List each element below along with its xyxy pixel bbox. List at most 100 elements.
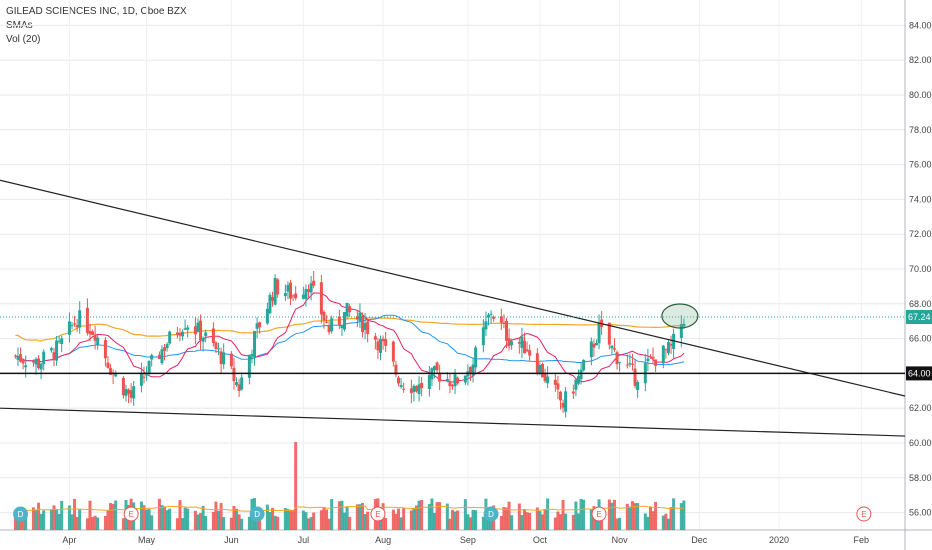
earnings-event-badge[interactable]: E [370,506,386,522]
candles [13,271,686,418]
volume-bar [576,513,580,530]
candle-body [345,302,349,317]
candle-body [150,355,154,360]
price-tick-label: 68.00 [909,299,932,309]
candle-body [211,328,215,344]
candle-body [661,345,665,364]
candle-body [525,349,529,352]
volume-bar [471,509,475,530]
candle-body [304,289,308,299]
candle-body [394,364,398,375]
candle-body [679,324,683,338]
candle-body [433,366,437,371]
candle-body [610,345,614,349]
volume-bar [307,518,311,530]
current-tag-label: 67.24 [908,312,931,322]
candle-body [576,375,580,384]
volume-bar [301,510,305,530]
volume-bar [325,509,329,530]
candle-body [612,348,616,350]
candle-body [379,339,383,353]
candle-body [543,373,547,382]
volume-bar [85,518,89,530]
candle-body [553,379,557,385]
candle-body [412,385,416,392]
dividend-event-badge[interactable]: D [249,506,265,522]
candle-body [651,356,655,359]
volume-bar [556,511,560,530]
earnings-event-badge[interactable]: E [123,506,139,522]
dividend-event-badge[interactable]: D [13,506,29,522]
volume-bar [643,513,647,530]
event-badge-circle [249,506,265,522]
volume-bar [103,515,107,530]
support-tag-label: 64.00 [908,368,931,378]
earnings-event-badge[interactable]: E [856,506,872,522]
candle-body [255,323,259,329]
volume-bar [582,499,586,530]
volume-bar [222,517,226,530]
candle-body [91,331,95,335]
earnings-event-badge[interactable]: E [591,506,607,522]
volume-bar [507,501,511,530]
volume-bar [304,512,308,530]
candle-body [546,376,550,384]
volume-bar [522,509,526,530]
price-tick-label: 72.00 [909,229,932,239]
price-tick-label: 84.00 [909,20,932,30]
candle-body [175,332,179,335]
candle-body [163,347,167,351]
volume-bar [322,506,326,530]
volume-bar [273,515,277,530]
candle-body [486,314,490,318]
candle-body [453,374,457,387]
price-tick-label: 70.00 [909,264,932,274]
volume-bar [438,502,442,530]
candle-body [55,340,59,361]
volume-bar [214,501,218,530]
candle-body [157,354,161,360]
volume-bar [271,507,275,530]
candle-body [420,382,424,389]
volume-bar [589,509,593,530]
candle-body [13,355,17,357]
volume-bar [561,499,565,530]
volume-bar [366,511,370,530]
candle-body [142,376,146,378]
volume-bar [291,510,295,530]
dividend-event-badge[interactable]: D [483,506,499,522]
candle-body [217,348,221,350]
candle-body [109,368,113,375]
candle-body [322,311,326,321]
volume-bar [402,508,406,530]
volume-bar [630,501,634,530]
candle-body [127,389,131,394]
time-tick-label: Oct [533,535,548,545]
sma-slow-line [15,317,684,342]
candle-body [415,385,419,392]
candle-body [96,337,100,345]
candle-body [232,367,236,382]
volume-bar [355,504,359,530]
volume-bar [204,516,208,530]
candle-body [522,340,526,354]
volume-bar [517,503,521,530]
candle-body [504,320,508,341]
legend-indicator-volume[interactable]: Vol (20) [6,34,41,45]
volume-bar [55,509,59,530]
volume-bar [420,499,424,530]
candle-body [402,388,406,390]
volume-bar [186,508,190,530]
support-price-tag: 64.00 [906,366,932,381]
candle-body [427,375,431,390]
volume-bar [448,518,452,530]
volume-bar [348,516,352,530]
event-badge-label: D [488,510,494,519]
time-tick-label: Sep [460,535,476,545]
candle-body [438,373,442,382]
volume-bar [384,517,388,530]
volume-bar [142,505,146,530]
price-tick-label: 56.00 [909,508,932,518]
volume-bar [88,500,92,530]
